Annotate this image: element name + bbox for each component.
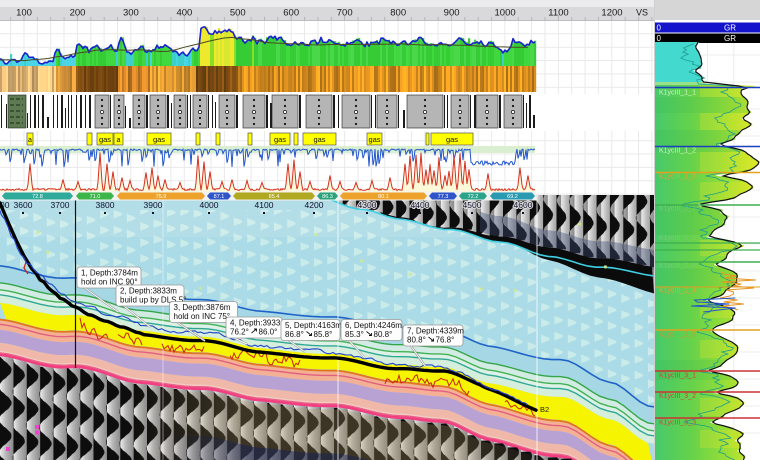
- svg-text:5, Depth:4163m: 5, Depth:4163m: [285, 321, 342, 330]
- svg-text:K1ycIII_3_3: K1ycIII_3_3: [659, 420, 696, 427]
- svg-text:K1ycIII_1_2: K1ycIII_1_2: [659, 148, 696, 155]
- svg-text:3600: 3600: [14, 200, 33, 210]
- svg-text:400: 400: [176, 8, 192, 19]
- svg-text:gas: gas: [313, 135, 325, 144]
- svg-text:71.0: 71.0: [90, 194, 101, 200]
- svg-text:gas: gas: [274, 135, 286, 144]
- svg-text:76.8°: 76.8°: [436, 336, 455, 345]
- svg-text:gas: gas: [446, 135, 458, 144]
- svg-text:900: 900: [444, 8, 460, 19]
- svg-text:3, Depth:3876m: 3, Depth:3876m: [174, 303, 231, 312]
- svg-text:85.8°: 85.8°: [314, 330, 333, 339]
- svg-text:86.3: 86.3: [322, 194, 333, 200]
- svg-text:4400: 4400: [411, 200, 430, 210]
- svg-text:85.4: 85.4: [269, 194, 280, 200]
- svg-text:0: 0: [657, 34, 662, 43]
- svg-text:K1ycIII_1_1: K1ycIII_1_1: [659, 90, 696, 97]
- svg-text:72.8: 72.8: [32, 194, 43, 200]
- svg-text:K1ycIII_2_4: K1ycIII_2_4: [659, 288, 696, 295]
- svg-text:GR: GR: [724, 24, 736, 33]
- svg-text:700: 700: [337, 8, 353, 19]
- svg-text:80.8°: 80.8°: [374, 330, 393, 339]
- svg-text:4100: 4100: [255, 200, 274, 210]
- svg-text:500: 500: [230, 8, 246, 19]
- svg-text:00: 00: [0, 200, 10, 210]
- svg-text:hold on INC 75°: hold on INC 75°: [174, 312, 231, 321]
- svg-text:600: 600: [283, 8, 299, 19]
- svg-text:1200: 1200: [601, 8, 622, 19]
- svg-text:4, Depth:3933m: 4, Depth:3933m: [230, 319, 287, 328]
- svg-text:85.3°: 85.3°: [345, 330, 364, 339]
- svg-text:7, Depth:4339m: 7, Depth:4339m: [407, 327, 464, 336]
- svg-text:a: a: [117, 137, 121, 144]
- svg-text:gas: gas: [153, 135, 165, 144]
- svg-text:200: 200: [70, 8, 86, 19]
- svg-text:4500: 4500: [463, 200, 482, 210]
- svg-text:1, Depth:3784m: 1, Depth:3784m: [81, 269, 138, 278]
- svg-text:VS: VS: [636, 8, 648, 18]
- svg-text:80.1: 80.1: [378, 194, 389, 200]
- svg-text:K1ycIII_2_1: K1ycIII_2_1: [659, 206, 696, 213]
- svg-text:86.0°: 86.0°: [259, 328, 278, 337]
- svg-text:gas: gas: [99, 135, 111, 144]
- svg-text:B2: B2: [540, 405, 549, 414]
- svg-text:GR: GR: [724, 34, 736, 43]
- svg-text:87.1: 87.1: [214, 194, 225, 200]
- svg-text:0: 0: [657, 24, 662, 33]
- svg-text:800: 800: [390, 8, 406, 19]
- svg-text:75.9: 75.9: [156, 194, 167, 200]
- svg-text:K1ycIII_3_2: K1ycIII_3_2: [659, 393, 696, 400]
- svg-text:100: 100: [16, 8, 32, 19]
- svg-text:77.3: 77.3: [438, 194, 449, 200]
- svg-text:K1ycIII_2_3: K1ycIII_2_3: [659, 263, 696, 270]
- svg-text:K1ycIII_3_1: K1ycIII_3_1: [659, 373, 696, 380]
- svg-text:4200: 4200: [305, 200, 324, 210]
- svg-text:6, Depth:4246m: 6, Depth:4246m: [345, 321, 402, 330]
- svg-text:K1ycIII_2_2: K1ycIII_2_2: [659, 235, 696, 242]
- svg-text:4000: 4000: [200, 200, 219, 210]
- svg-text:300: 300: [123, 8, 139, 19]
- svg-text:hold on INC 90°: hold on INC 90°: [81, 278, 138, 287]
- svg-text:2, Depth:3833m: 2, Depth:3833m: [120, 287, 177, 296]
- svg-text:build up by DLS 5°: build up by DLS 5°: [120, 296, 186, 305]
- svg-text:80.8°: 80.8°: [407, 336, 426, 345]
- svg-text:3700: 3700: [51, 200, 70, 210]
- svg-text:72.2: 72.2: [468, 194, 479, 200]
- svg-text:K1ycIII_2_5: K1ycIII_2_5: [659, 332, 696, 339]
- svg-text:1100: 1100: [548, 8, 568, 19]
- svg-text:3900: 3900: [144, 200, 163, 210]
- svg-text:76.2°: 76.2°: [230, 328, 249, 337]
- svg-text:a: a: [28, 137, 32, 144]
- svg-text:gas: gas: [368, 135, 380, 144]
- svg-text:1000: 1000: [495, 8, 516, 19]
- svg-text:4600: 4600: [514, 200, 533, 210]
- svg-text:3800: 3800: [96, 200, 115, 210]
- svg-text:69.2: 69.2: [507, 194, 518, 200]
- svg-text:4300: 4300: [358, 200, 377, 210]
- svg-text:K1ycIII_1_3: K1ycIII_1_3: [659, 174, 696, 181]
- svg-text:86.8°: 86.8°: [285, 330, 304, 339]
